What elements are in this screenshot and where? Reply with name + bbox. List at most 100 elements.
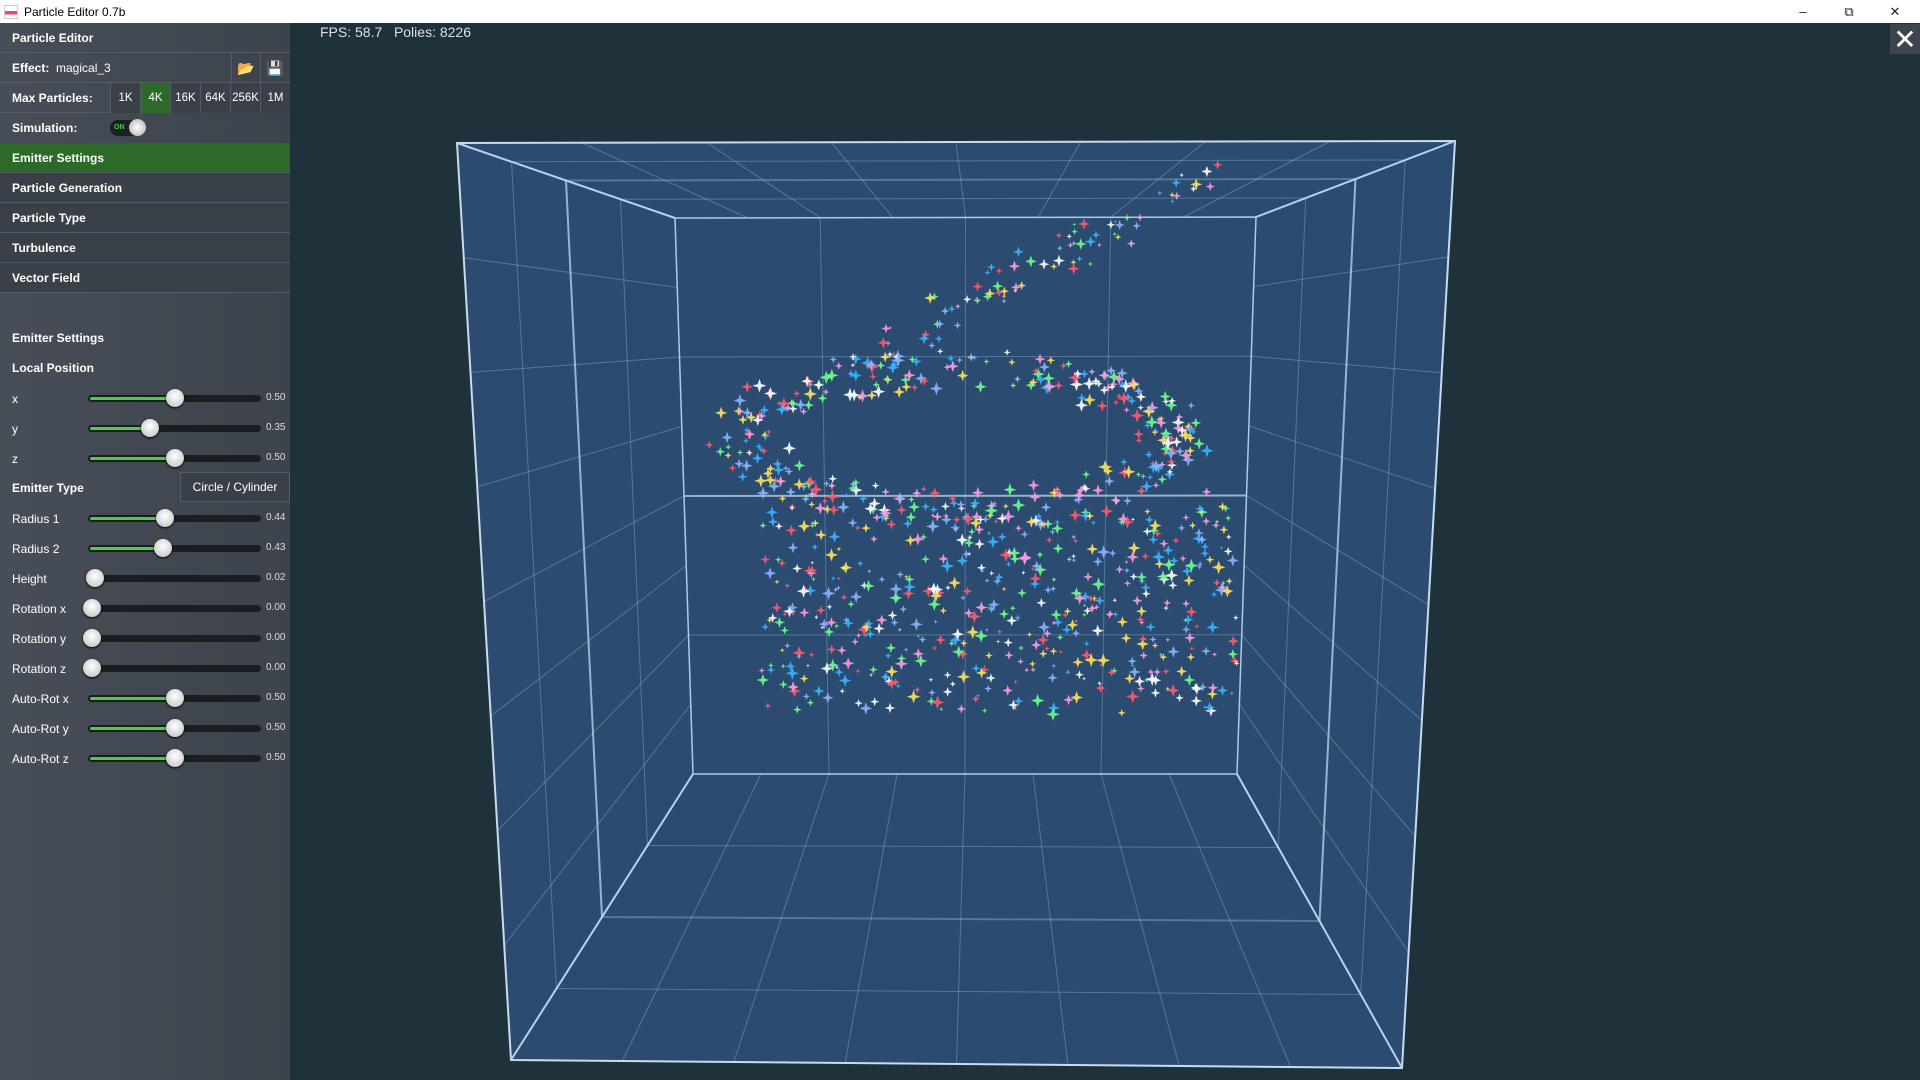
particle	[1037, 620, 1051, 634]
particle	[787, 542, 799, 554]
particle-viewport[interactable]	[290, 23, 1920, 1080]
particle	[1181, 565, 1193, 577]
particle	[1112, 231, 1117, 237]
nav-particle-generation[interactable]: Particle Generation	[0, 173, 290, 203]
nav-emitter-settings[interactable]: Emitter Settings	[0, 143, 290, 173]
slider-y[interactable]	[88, 419, 261, 437]
nav-label: Particle Type	[12, 210, 86, 225]
slider-radius-2[interactable]	[88, 539, 261, 557]
slider-radius-1[interactable]	[88, 509, 261, 527]
particle	[896, 653, 907, 664]
particle	[1190, 695, 1202, 707]
particle	[1117, 391, 1131, 406]
nav-particle-type[interactable]: Particle Type	[0, 203, 290, 233]
particle	[918, 635, 927, 644]
particle	[957, 648, 969, 660]
slider-thumb[interactable]	[83, 659, 101, 677]
slider-thumb[interactable]	[165, 749, 184, 767]
particle	[807, 489, 817, 499]
particle	[927, 583, 940, 595]
slider-thumb[interactable]	[165, 389, 184, 407]
particle	[821, 586, 836, 601]
particle	[1082, 376, 1096, 391]
slider-thumb[interactable]	[86, 569, 105, 587]
slider-z[interactable]	[88, 449, 261, 467]
particle	[1008, 260, 1021, 273]
max-particles-16k[interactable]: 16K	[170, 83, 200, 113]
max-particles-256k[interactable]: 256K	[230, 83, 260, 113]
slider-thumb[interactable]	[83, 629, 101, 647]
particle	[942, 512, 950, 520]
slider-height[interactable]	[86, 569, 261, 587]
particle	[944, 584, 951, 591]
slider-thumb[interactable]	[83, 599, 101, 617]
minimize-button[interactable]: –	[1799, 4, 1807, 19]
particle	[987, 262, 996, 272]
particle	[1157, 190, 1163, 196]
particle	[1132, 595, 1143, 606]
particle	[1082, 603, 1087, 608]
slider-x[interactable]	[88, 389, 261, 407]
simulation-toggle[interactable]: ON	[110, 119, 146, 136]
particle	[870, 697, 880, 707]
particle	[848, 483, 859, 494]
particle	[855, 389, 870, 403]
particle	[965, 625, 980, 639]
slider-thumb[interactable]	[155, 509, 174, 527]
particle	[820, 625, 825, 630]
effect-name[interactable]: magical_3	[56, 60, 111, 75]
slider-thumb[interactable]	[165, 449, 184, 467]
emitter-type-dropdown[interactable]: Circle / Cylinder	[180, 472, 290, 502]
particle	[1234, 660, 1240, 667]
slider-rotation-x[interactable]	[83, 599, 261, 617]
particle	[785, 661, 796, 672]
slider-auto-rot-z[interactable]	[88, 749, 261, 767]
nav-turbulence[interactable]: Turbulence	[0, 233, 290, 263]
particle	[861, 523, 871, 533]
max-particles-4k[interactable]: 4K	[140, 83, 170, 113]
folder-open-icon[interactable]: 📂	[231, 53, 260, 83]
particle	[1172, 536, 1180, 545]
particle	[1092, 484, 1104, 497]
save-icon[interactable]: 💾	[260, 53, 289, 83]
particle	[969, 497, 981, 509]
particle	[1129, 572, 1138, 581]
particle	[1226, 554, 1239, 567]
slider-label: Radius 1	[12, 512, 60, 526]
max-particles-1k[interactable]: 1K	[110, 83, 140, 113]
particle	[1080, 649, 1093, 662]
particle	[797, 519, 811, 533]
particle	[754, 474, 768, 488]
particle	[1021, 570, 1026, 576]
slider-rotation-y[interactable]	[83, 629, 261, 647]
particle	[1201, 516, 1211, 526]
max-particles-64k[interactable]: 64K	[200, 83, 230, 113]
slider-thumb[interactable]	[153, 539, 172, 557]
slider-rotation-z[interactable]	[83, 659, 261, 677]
particle	[928, 487, 941, 500]
particle	[758, 446, 765, 453]
particle	[1162, 557, 1176, 572]
particle	[1193, 437, 1206, 450]
particle	[966, 534, 973, 541]
max-particles-1m[interactable]: 1M	[260, 83, 290, 113]
particle	[778, 494, 787, 503]
slider-thumb[interactable]	[165, 689, 184, 707]
close-icon[interactable]: ✕	[1890, 24, 1920, 55]
restore-button[interactable]: ⧉	[1844, 3, 1854, 19]
slider-thumb[interactable]	[165, 719, 184, 737]
particle	[956, 554, 969, 567]
particle	[1169, 191, 1176, 199]
particle	[1116, 616, 1129, 628]
window-close-button[interactable]: ✕	[1889, 3, 1901, 19]
particle	[803, 399, 814, 411]
slider-thumb[interactable]	[140, 419, 159, 437]
nav-vector-field[interactable]: Vector Field	[0, 263, 290, 293]
particle	[1136, 615, 1145, 624]
particle	[827, 504, 840, 516]
slider-auto-rot-y[interactable]	[88, 719, 261, 737]
slider-auto-rot-x[interactable]	[88, 689, 261, 707]
particle	[1050, 608, 1063, 621]
particle	[799, 674, 809, 684]
particle	[1186, 652, 1196, 662]
